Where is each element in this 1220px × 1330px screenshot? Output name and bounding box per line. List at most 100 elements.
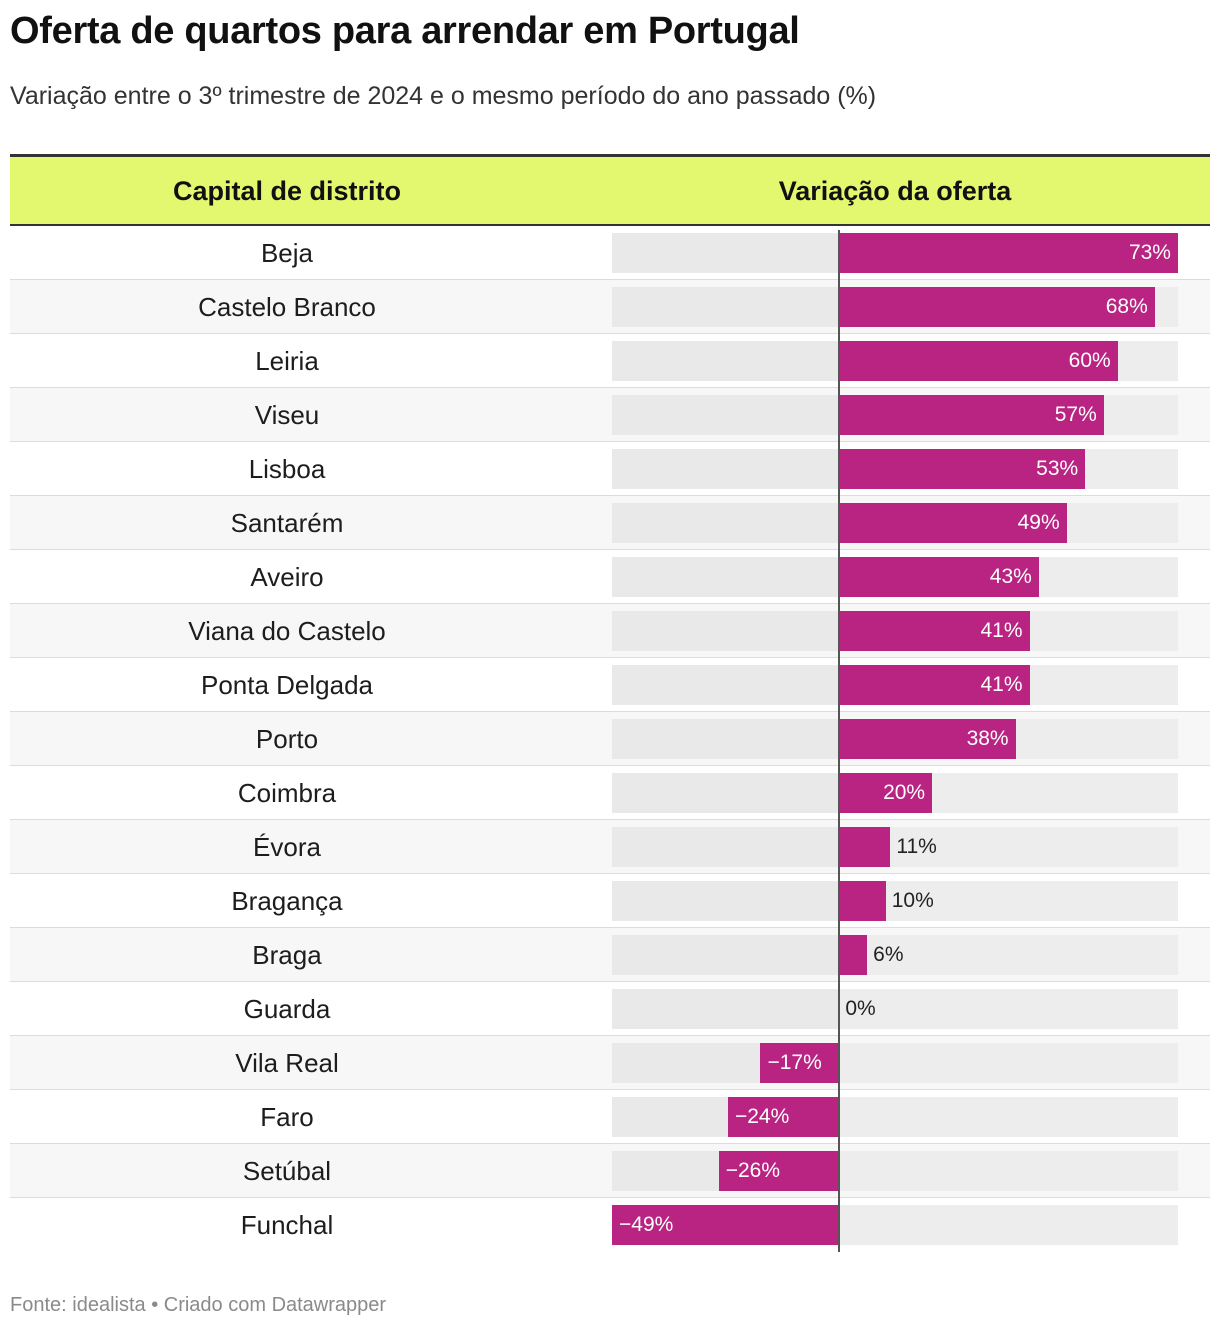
bar-track-positive-half [839,1205,1178,1245]
bar-track-background [612,935,1178,975]
value-label-evora: 11% [896,835,937,858]
bar-funchal[interactable] [612,1205,840,1245]
district-name-viseu: Viseu [254,400,320,430]
bar-track: 68% [612,287,1178,327]
value-label-braganca: 10% [891,889,934,912]
bar-track: −49% [612,1205,1178,1245]
bar-braganca[interactable] [839,881,886,921]
value-label-viana-do-castelo: 41% [980,619,1023,642]
district-name-castelo-branco: Castelo Branco [198,292,376,322]
district-name-porto: Porto [255,724,319,754]
bar-santarem[interactable] [839,503,1067,543]
bar-aveiro[interactable] [839,557,1039,597]
table-row: Castelo Branco 68% [10,280,1210,334]
chart-title: Oferta de quartos para arrendar em Portu… [10,10,800,52]
bar-leiria[interactable] [839,341,1118,381]
bar-setubal[interactable] [718,1151,840,1191]
district-name-santarem: Santarém [230,508,344,538]
district-name-vila-real: Vila Real [235,1048,339,1078]
table-row: Vila Real −17% [10,1036,1210,1090]
district-name-evora: Évora [253,832,321,862]
source-footer: Fonte: idealista • Criado com Datawrappe… [10,1294,387,1316]
district-name-ponta-delgada: Ponta Delgada [200,670,374,700]
bar-viana-do-castelo[interactable] [839,611,1030,651]
district-name-braga: Braga [252,940,322,970]
value-label-funchal: −49% [619,1213,674,1236]
bar-coimbra[interactable] [839,773,933,813]
bar-track: 49% [612,503,1178,543]
bar-track-background [612,1151,1178,1191]
bar-track-positive-half [839,881,1178,921]
bar-track: 57% [612,395,1178,435]
table-row: Beja 73% [10,226,1210,280]
data-table: Capital de distrito Variação da oferta B… [10,154,1210,1252]
bar-evora[interactable] [839,827,891,867]
value-label-lisboa: 53% [1036,457,1079,480]
district-name-braganca: Bragança [231,886,343,916]
bar-braga[interactable] [839,935,868,975]
table-row: Faro −24% [10,1090,1210,1144]
value-label-leiria: 60% [1068,349,1111,372]
bar-faro[interactable] [727,1097,840,1137]
bar-beja[interactable] [839,233,1178,273]
district-name-setubal: Setúbal [242,1156,332,1186]
bar-vila-real[interactable] [760,1043,840,1083]
table-row: Guarda 0% [10,982,1210,1036]
bar-track: 0% [612,989,1178,1029]
bar-track: −17% [612,1043,1178,1083]
table-row: Bragança 10% [10,874,1210,928]
bar-track: 73% [612,233,1178,273]
value-label-faro: −24% [734,1105,790,1128]
district-name-guarda: Guarda [243,994,331,1024]
bar-track-background [612,827,1178,867]
bar-track: 20% [612,773,1178,813]
bar-porto[interactable] [839,719,1016,759]
value-label-viseu: 57% [1054,403,1097,426]
district-name-beja: Beja [260,238,314,268]
bar-lisboa[interactable] [839,449,1086,489]
column-header-district[interactable]: Capital de distrito [172,176,402,206]
value-label-ponta-delgada: 41% [980,673,1023,696]
value-label-castelo-branco: 68% [1105,295,1148,318]
table-row: Santarém 49% [10,496,1210,550]
table-header: Capital de distrito Variação da oferta [10,154,1210,226]
chart-subtitle: Variação entre o 3º trimestre de 2024 e … [10,82,877,110]
table-row: Coimbra 20% [10,766,1210,820]
table-row: Braga 6% [10,928,1210,982]
bar-ponta-delgada[interactable] [839,665,1030,705]
bar-track: −24% [612,1097,1178,1137]
zero-axis-line [838,230,841,1252]
value-label-braga: 6% [873,943,904,966]
table-row: Porto 38% [10,712,1210,766]
value-label-porto: 38% [966,727,1009,750]
table-row: Lisboa 53% [10,442,1210,496]
value-label-guarda: 0% [845,997,876,1020]
table-row: Évora 11% [10,820,1210,874]
bar-track-background [612,1043,1178,1083]
bar-track-background [612,881,1178,921]
value-label-coimbra: 20% [883,781,926,804]
bar-track-positive-half [839,989,1178,1029]
table-body: Beja 73% Castelo Branco 68% Leiria 60% Viseu 57… [10,226,1210,1252]
value-label-aveiro: 43% [989,565,1032,588]
bar-track: 41% [612,665,1178,705]
bar-track-background [612,1097,1178,1137]
table-row: Leiria 60% [10,334,1210,388]
bar-castelo-branco[interactable] [839,287,1155,327]
bar-track: 38% [612,719,1178,759]
district-name-coimbra: Coimbra [237,778,337,808]
district-name-leiria: Leiria [255,346,319,376]
bar-track-positive-half [839,1097,1178,1137]
bar-track: 53% [612,449,1178,489]
table-row: Viseu 57% [10,388,1210,442]
bar-track-positive-half [839,935,1178,975]
bar-track-positive-half [839,827,1178,867]
table-row: Aveiro 43% [10,550,1210,604]
value-label-setubal: −26% [725,1159,780,1182]
column-header-variation[interactable]: Variação da oferta [778,176,1012,206]
bar-track: −26% [612,1151,1178,1191]
district-name-funchal: Funchal [240,1210,334,1240]
bar-track-positive-half [839,1043,1178,1083]
table-row: Viana do Castelo 41% [10,604,1210,658]
bar-viseu[interactable] [839,395,1104,435]
